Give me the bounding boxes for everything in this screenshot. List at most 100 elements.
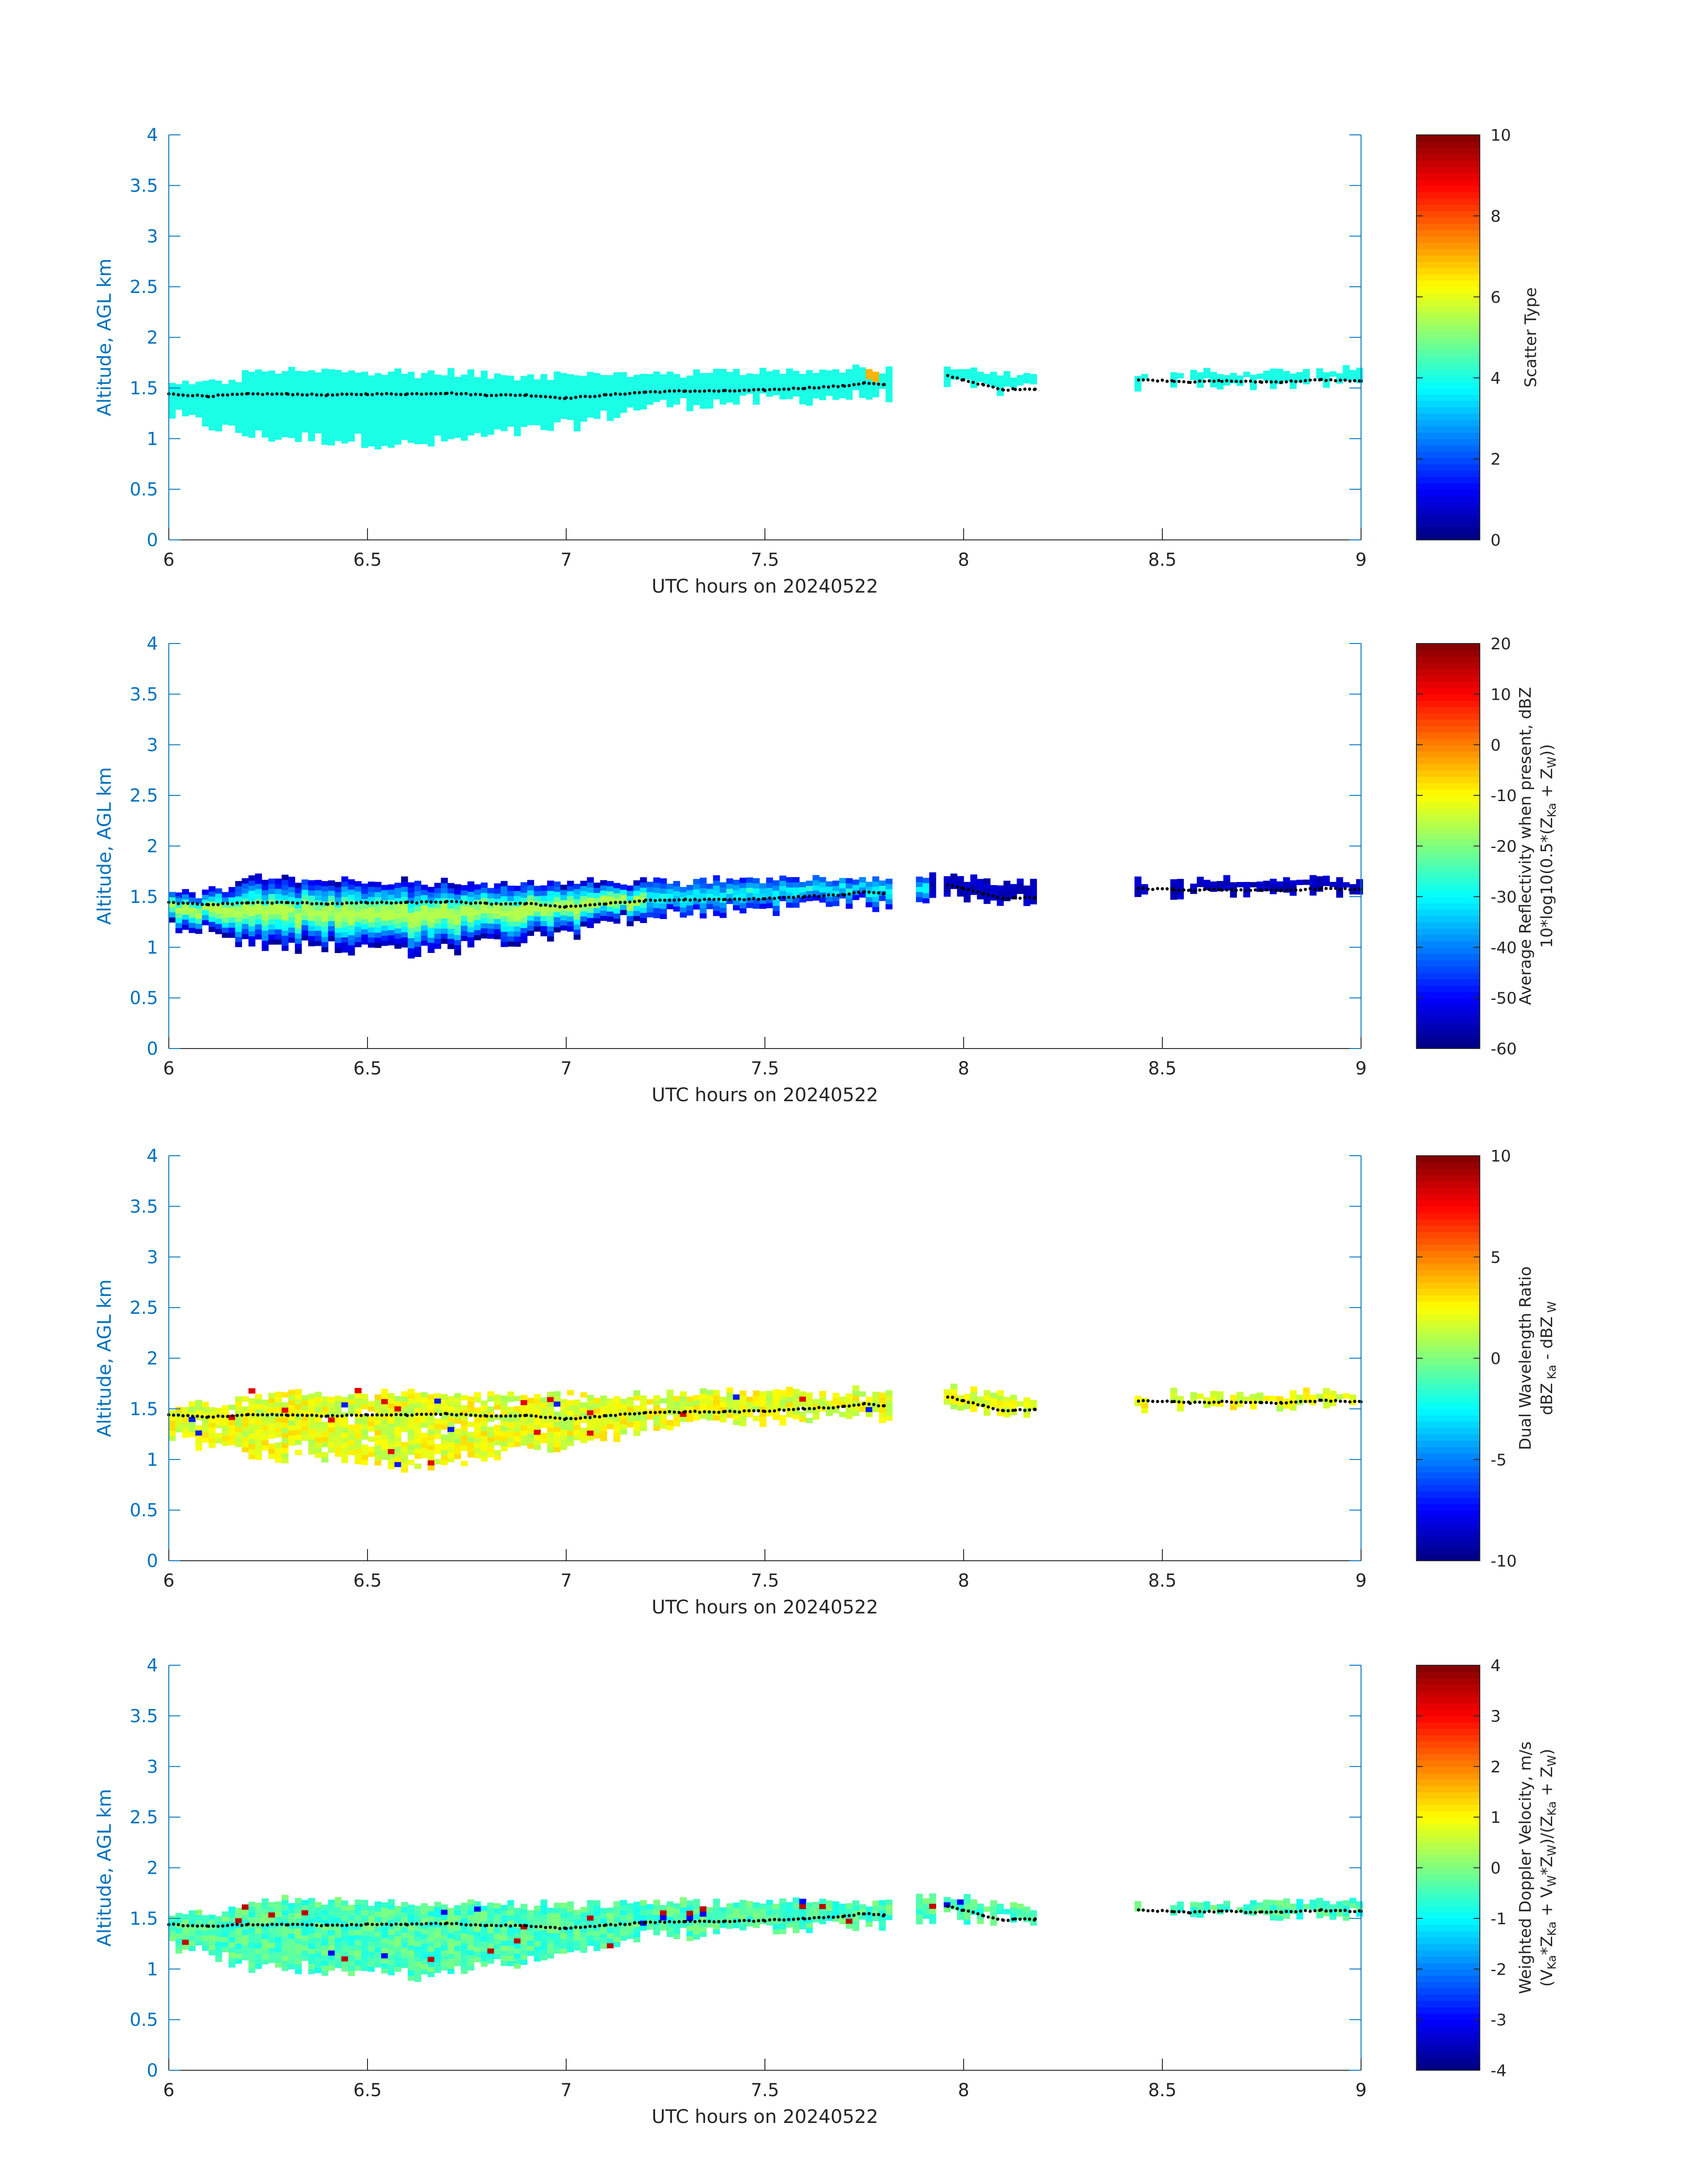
data-cell	[215, 385, 222, 391]
data-cell	[534, 896, 541, 902]
data-cell	[334, 907, 342, 913]
data-cell	[560, 398, 568, 404]
data-cell	[361, 1444, 368, 1450]
data-cell	[355, 896, 362, 902]
data-cell	[540, 1407, 547, 1413]
data-cell	[262, 1415, 269, 1421]
data-cell	[215, 1423, 222, 1429]
data-cell	[633, 1410, 640, 1416]
data-cell	[301, 376, 309, 382]
data-cell	[447, 368, 455, 374]
cloud-top-point	[768, 896, 772, 900]
data-cell	[308, 416, 315, 421]
data-cell	[587, 1420, 594, 1426]
data-cell	[587, 887, 594, 893]
cloud-top-point	[1265, 380, 1268, 384]
data-cell	[467, 425, 475, 430]
cloud-top-point	[296, 1413, 300, 1417]
data-cell	[281, 1428, 289, 1433]
cloud-top-point	[717, 1411, 721, 1414]
cloud-top-point	[350, 393, 354, 396]
data-cell	[401, 932, 408, 938]
data-cell	[739, 903, 747, 909]
cloud-top-point	[777, 896, 781, 899]
data-cell	[221, 394, 229, 400]
data-cell	[434, 1459, 441, 1465]
data-cell	[388, 1428, 395, 1434]
data-cell	[355, 1950, 362, 1956]
data-cell	[334, 1932, 342, 1938]
data-cell	[467, 1401, 475, 1407]
data-cell	[341, 1956, 348, 1962]
cloud-top-point	[1220, 888, 1224, 892]
data-cell	[977, 884, 984, 890]
data-cell	[1003, 371, 1011, 376]
data-cell	[242, 893, 249, 899]
cloud-top-point	[380, 1413, 384, 1417]
cloud-top-point	[1028, 387, 1031, 391]
data-cell	[1017, 878, 1024, 884]
data-cell	[759, 903, 767, 909]
data-cell	[367, 441, 375, 447]
data-cell	[374, 1394, 382, 1400]
data-cell	[480, 903, 488, 908]
data-cell	[381, 1449, 388, 1455]
cloud-top-point	[1274, 380, 1278, 384]
data-cell	[215, 923, 222, 929]
data-cell	[739, 1421, 747, 1426]
data-cell	[367, 1951, 375, 1957]
data-cell	[414, 418, 422, 424]
cloud-top-point	[251, 901, 255, 905]
data-cell	[275, 394, 282, 399]
data-cell	[255, 894, 262, 899]
data-cell	[381, 940, 388, 946]
data-cell	[613, 413, 621, 418]
data-cell	[381, 910, 388, 916]
data-cell	[467, 1437, 475, 1442]
data-cell	[580, 911, 587, 917]
data-cell	[554, 886, 561, 892]
cloud-top-point	[981, 1404, 986, 1407]
data-cell	[1316, 373, 1324, 379]
data-cell	[275, 389, 282, 394]
data-cell	[427, 1440, 435, 1446]
data-cell	[255, 1958, 262, 1964]
data-cell	[660, 898, 667, 904]
data-cell	[427, 1972, 435, 1977]
data-cell	[1309, 890, 1317, 896]
data-cell	[401, 1427, 408, 1432]
data-cell	[341, 942, 348, 948]
cloud-top-point	[1156, 887, 1159, 890]
data-cell	[401, 409, 408, 415]
data-cell	[248, 915, 255, 921]
data-cell	[441, 877, 448, 883]
data-cell	[567, 399, 574, 405]
data-cell	[295, 401, 302, 407]
data-cell	[719, 1402, 727, 1408]
data-cell	[1290, 378, 1297, 384]
data-cell	[970, 367, 977, 373]
data-cell	[746, 378, 753, 384]
data-cell	[361, 402, 368, 408]
data-cell	[977, 879, 984, 885]
data-cell	[560, 414, 568, 419]
cloud-top-point	[246, 1412, 250, 1416]
data-cell	[288, 927, 295, 933]
data-cell	[447, 928, 455, 934]
data-cell	[209, 425, 216, 430]
data-cell	[580, 1392, 587, 1398]
data-cell	[175, 384, 183, 390]
data-cell	[461, 920, 468, 926]
data-cell	[348, 1425, 355, 1430]
data-cell	[188, 1910, 196, 1916]
data-cell	[215, 1956, 222, 1962]
colorbar-label: Average Reflectivity when present, dBZ	[1516, 687, 1535, 1005]
data-cell	[195, 381, 202, 387]
data-cell	[501, 380, 508, 386]
data-cell	[752, 1400, 760, 1406]
data-cell	[819, 389, 827, 395]
data-cell	[1256, 373, 1264, 379]
cloud-top-point	[434, 392, 438, 396]
data-cell	[255, 1908, 262, 1914]
data-cell	[859, 372, 866, 378]
